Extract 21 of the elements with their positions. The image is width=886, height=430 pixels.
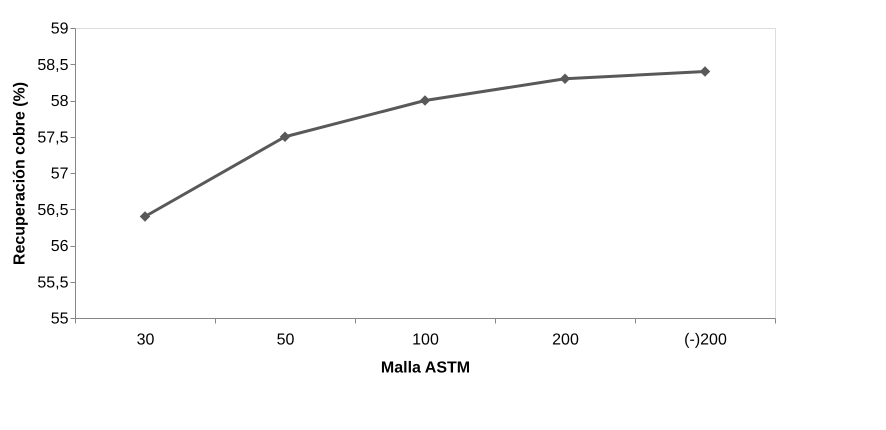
x-tick-label: 200: [552, 332, 579, 348]
point: [700, 66, 710, 77]
y-tick-label: 57: [50, 166, 69, 182]
x-tick-label: 50: [276, 332, 294, 348]
x-tick-label: (-)200: [684, 332, 727, 348]
point: [280, 132, 290, 142]
y-tick-label: 56,5: [37, 202, 69, 219]
y-tick-label: 56: [50, 238, 69, 255]
x-tick-label: 30: [136, 332, 154, 348]
y-tick-label: 55,5: [37, 274, 69, 292]
y-axis-title: Recuperación cobre (%): [11, 82, 28, 266]
point: [560, 74, 570, 84]
point: [140, 211, 150, 222]
y-tick-label: 57,5: [37, 129, 69, 146]
y-tick-label: 58: [50, 93, 69, 110]
y-tick-label: 58,5: [37, 56, 69, 74]
y-tick-label: 59: [50, 20, 69, 38]
point: [420, 95, 430, 106]
x-tick-label: 100: [412, 332, 439, 348]
x-axis-title: Malla ASTM: [380, 360, 470, 376]
y-tick-label: 55: [50, 310, 69, 328]
